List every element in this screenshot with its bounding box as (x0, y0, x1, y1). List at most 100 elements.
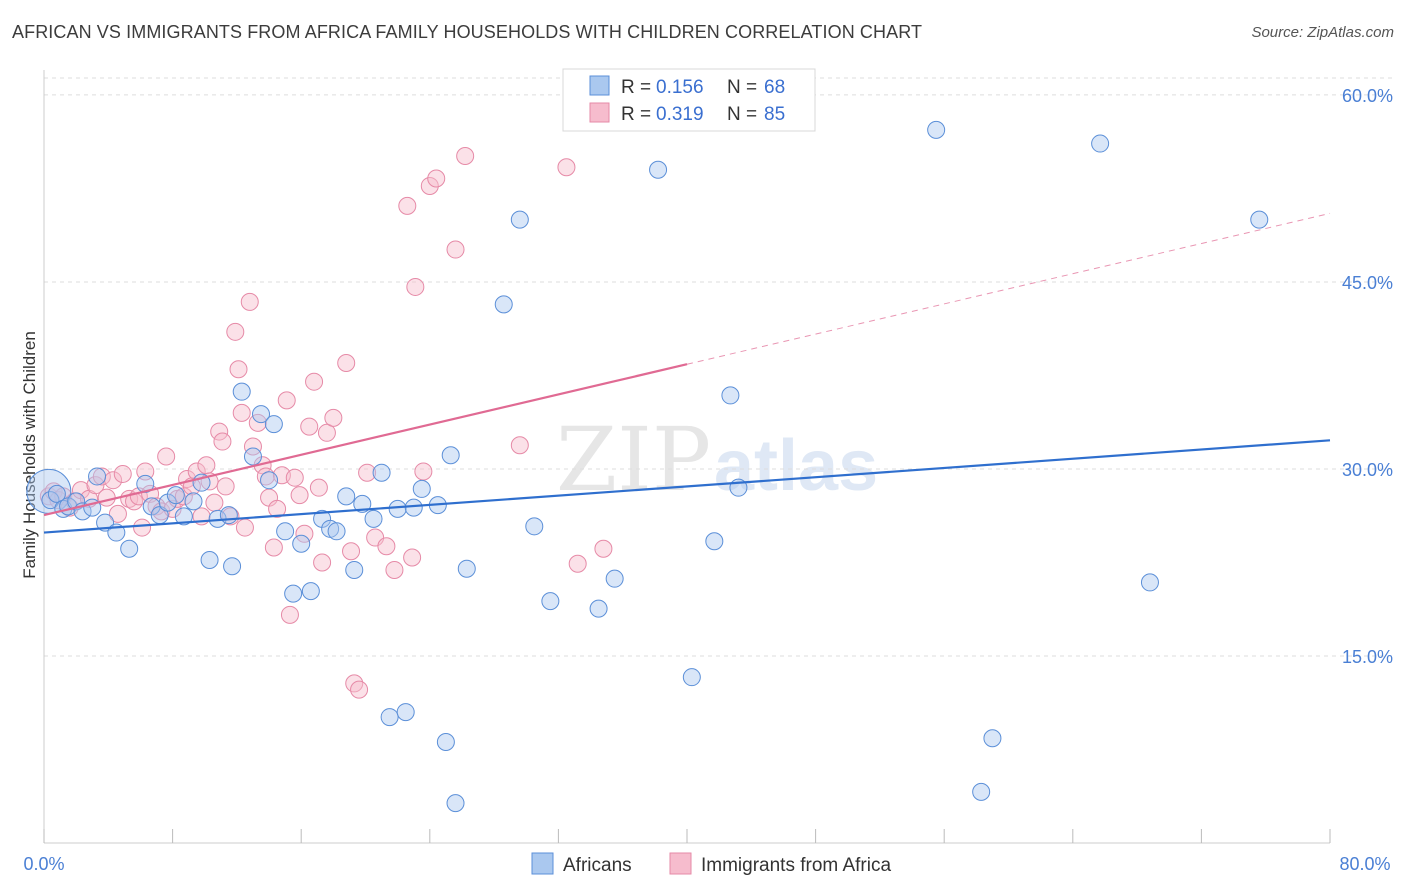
data-point-immigrants (398, 196, 417, 215)
data-point-africans (232, 382, 251, 401)
legend-n-value-2: 85 (764, 104, 785, 125)
series-immigrants-points (39, 147, 613, 699)
data-point-africans (260, 471, 279, 490)
data-point-africans (284, 584, 303, 603)
data-point-immigrants (313, 553, 332, 572)
data-point-africans (252, 405, 271, 424)
data-point-immigrants (280, 605, 299, 624)
data-point-immigrants (446, 240, 465, 259)
chart-title: AFRICAN VS IMMIGRANTS FROM AFRICA FAMILY… (12, 22, 923, 42)
data-point-africans (589, 599, 608, 618)
y-tick-labels: 15.0% 30.0% 45.0% 60.0% (1342, 86, 1393, 667)
data-point-africans (972, 782, 991, 801)
data-point-immigrants (97, 488, 116, 507)
data-point-africans (166, 486, 185, 505)
data-point-immigrants (456, 147, 475, 166)
data-point-immigrants (337, 353, 356, 372)
legend-n-value-1: 68 (764, 77, 785, 98)
data-point-africans (301, 582, 320, 601)
data-point-immigrants (113, 464, 132, 483)
legend-r-label-2: R = (621, 104, 651, 125)
data-point-africans (605, 569, 624, 588)
data-point-immigrants (232, 403, 251, 422)
data-point-africans (120, 539, 139, 558)
data-point-immigrants (414, 462, 433, 481)
data-point-africans (47, 484, 66, 503)
data-point-africans (219, 506, 238, 525)
legend-n-label-1: N = (727, 77, 757, 98)
data-point-immigrants (243, 437, 262, 456)
data-point-immigrants (385, 560, 404, 579)
data-point-africans (927, 120, 946, 139)
data-point-africans (292, 534, 311, 553)
data-point-africans (436, 733, 455, 752)
data-point-immigrants (358, 463, 377, 482)
data-point-africans (1250, 210, 1269, 229)
data-point-immigrants (226, 322, 245, 341)
watermark-zip: ZIP (556, 408, 711, 511)
data-point-africans (510, 210, 529, 229)
y-tick-label: 45.0% (1342, 273, 1393, 293)
data-point-immigrants (136, 462, 155, 481)
trendline-immigrants-extension (686, 212, 1331, 365)
data-point-immigrants (235, 518, 254, 537)
data-point-africans (337, 487, 356, 506)
data-point-africans (412, 479, 431, 498)
data-point-immigrants (197, 456, 216, 475)
data-point-africans (174, 507, 193, 526)
watermark-atlas: atlas (714, 426, 878, 506)
y-tick-label: 60.0% (1342, 86, 1393, 106)
data-point-africans (380, 708, 399, 727)
data-point-immigrants (568, 554, 587, 573)
data-point-immigrants (406, 277, 425, 296)
x-tick-labels: 0.0% 80.0% (23, 854, 1390, 874)
data-point-immigrants (295, 524, 314, 543)
legend-swatch-immigrants (589, 102, 610, 123)
data-point-africans (682, 668, 701, 687)
data-point-africans (494, 295, 513, 314)
data-point-africans (721, 386, 740, 405)
y-tick-label: 15.0% (1342, 647, 1393, 667)
data-point-immigrants (216, 477, 235, 496)
data-point-immigrants (403, 548, 422, 567)
axes (43, 70, 1331, 844)
data-point-africans (457, 559, 476, 578)
data-point-immigrants (92, 467, 111, 486)
data-point-immigrants (305, 372, 324, 391)
data-point-immigrants (345, 674, 364, 693)
bottom-legend: Africans Immigrants from Africa (531, 852, 891, 876)
data-point-immigrants (324, 408, 343, 427)
data-point-africans (88, 467, 107, 486)
bottom-legend-swatch-africans (531, 852, 554, 875)
bottom-legend-africans: Africans (563, 855, 632, 876)
data-point-africans (1140, 573, 1159, 592)
data-point-immigrants (277, 391, 296, 410)
data-point-immigrants (205, 493, 224, 512)
legend-swatch-africans (589, 75, 610, 96)
data-point-africans (243, 447, 262, 466)
data-point-africans (264, 415, 283, 434)
data-point-immigrants (427, 169, 446, 188)
data-point-immigrants (285, 468, 304, 487)
data-point-immigrants (229, 360, 248, 379)
source-credit: Source: ZipAtlas.com (1251, 24, 1394, 41)
data-point-immigrants (290, 486, 309, 505)
data-point-immigrants (268, 499, 287, 518)
legend-r-value-2: 0.319 (656, 104, 704, 125)
data-point-africans (396, 703, 415, 722)
data-point-immigrants (108, 504, 127, 523)
data-point-africans (345, 560, 364, 579)
data-point-immigrants (342, 542, 361, 561)
data-point-immigrants (420, 176, 439, 195)
data-point-africans (200, 550, 219, 569)
legend-box: R = 0.156 N = 68 R = 0.319 N = 85 (562, 68, 816, 132)
legend-r-label-1: R = (621, 77, 651, 98)
bottom-legend-immigrants: Immigrants from Africa (701, 855, 891, 876)
data-point-immigrants (264, 538, 283, 557)
data-point-africans (353, 494, 372, 513)
data-point-immigrants (157, 447, 176, 466)
trendlines (43, 212, 1331, 534)
data-point-africans (388, 499, 407, 518)
data-point-africans (327, 522, 346, 541)
